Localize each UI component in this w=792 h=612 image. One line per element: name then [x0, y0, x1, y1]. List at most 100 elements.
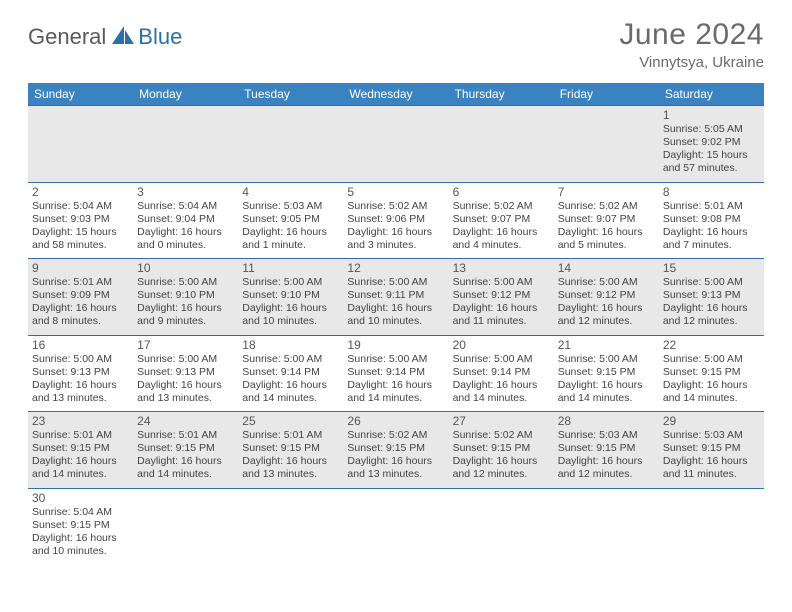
day-number: 1 — [663, 108, 760, 122]
day-info: Sunrise: 5:03 AMSunset: 9:15 PMDaylight:… — [663, 429, 760, 482]
calendar-week-row: 1Sunrise: 5:05 AMSunset: 9:02 PMDaylight… — [28, 106, 764, 183]
calendar-week-row: 16Sunrise: 5:00 AMSunset: 9:13 PMDayligh… — [28, 335, 764, 412]
day-info: Sunrise: 5:00 AMSunset: 9:13 PMDaylight:… — [32, 353, 129, 406]
calendar-day-cell: 3Sunrise: 5:04 AMSunset: 9:04 PMDaylight… — [133, 182, 238, 259]
calendar-empty-cell — [28, 106, 133, 183]
day-info: Sunrise: 5:01 AMSunset: 9:08 PMDaylight:… — [663, 200, 760, 253]
calendar-empty-cell — [343, 106, 448, 183]
calendar-empty-cell — [449, 488, 554, 564]
calendar-empty-cell — [343, 488, 448, 564]
weekday-header: Monday — [133, 83, 238, 106]
calendar-day-cell: 19Sunrise: 5:00 AMSunset: 9:14 PMDayligh… — [343, 335, 448, 412]
day-number: 24 — [137, 414, 234, 428]
day-info: Sunrise: 5:04 AMSunset: 9:04 PMDaylight:… — [137, 200, 234, 253]
day-info: Sunrise: 5:00 AMSunset: 9:11 PMDaylight:… — [347, 276, 444, 329]
day-info: Sunrise: 5:02 AMSunset: 9:15 PMDaylight:… — [453, 429, 550, 482]
day-number: 4 — [242, 185, 339, 199]
location-subtitle: Vinnytsya, Ukraine — [619, 54, 764, 71]
calendar-day-cell: 29Sunrise: 5:03 AMSunset: 9:15 PMDayligh… — [659, 412, 764, 489]
day-number: 11 — [242, 261, 339, 275]
day-number: 18 — [242, 338, 339, 352]
day-info: Sunrise: 5:02 AMSunset: 9:07 PMDaylight:… — [453, 200, 550, 253]
day-number: 25 — [242, 414, 339, 428]
title-block: June 2024 Vinnytsya, Ukraine — [619, 18, 764, 71]
calendar-empty-cell — [554, 488, 659, 564]
calendar-day-cell: 15Sunrise: 5:00 AMSunset: 9:13 PMDayligh… — [659, 259, 764, 336]
logo-text-general: General — [28, 24, 106, 50]
calendar-day-cell: 17Sunrise: 5:00 AMSunset: 9:13 PMDayligh… — [133, 335, 238, 412]
calendar-week-row: 9Sunrise: 5:01 AMSunset: 9:09 PMDaylight… — [28, 259, 764, 336]
weekday-header-row: SundayMondayTuesdayWednesdayThursdayFrid… — [28, 83, 764, 106]
weekday-header: Wednesday — [343, 83, 448, 106]
day-number: 8 — [663, 185, 760, 199]
calendar-empty-cell — [554, 106, 659, 183]
calendar-day-cell: 11Sunrise: 5:00 AMSunset: 9:10 PMDayligh… — [238, 259, 343, 336]
logo: General Blue — [28, 18, 182, 50]
page-header: General Blue June 2024 Vinnytsya, Ukrain… — [28, 18, 764, 71]
weekday-header: Sunday — [28, 83, 133, 106]
day-info: Sunrise: 5:00 AMSunset: 9:14 PMDaylight:… — [453, 353, 550, 406]
weekday-header: Friday — [554, 83, 659, 106]
calendar-table: SundayMondayTuesdayWednesdayThursdayFrid… — [28, 83, 764, 564]
calendar-day-cell: 25Sunrise: 5:01 AMSunset: 9:15 PMDayligh… — [238, 412, 343, 489]
day-info: Sunrise: 5:00 AMSunset: 9:15 PMDaylight:… — [663, 353, 760, 406]
day-number: 12 — [347, 261, 444, 275]
day-number: 30 — [32, 491, 129, 505]
day-info: Sunrise: 5:03 AMSunset: 9:15 PMDaylight:… — [558, 429, 655, 482]
day-info: Sunrise: 5:00 AMSunset: 9:14 PMDaylight:… — [347, 353, 444, 406]
weekday-header: Thursday — [449, 83, 554, 106]
calendar-day-cell: 7Sunrise: 5:02 AMSunset: 9:07 PMDaylight… — [554, 182, 659, 259]
calendar-empty-cell — [238, 488, 343, 564]
day-info: Sunrise: 5:01 AMSunset: 9:15 PMDaylight:… — [242, 429, 339, 482]
calendar-day-cell: 6Sunrise: 5:02 AMSunset: 9:07 PMDaylight… — [449, 182, 554, 259]
calendar-day-cell: 13Sunrise: 5:00 AMSunset: 9:12 PMDayligh… — [449, 259, 554, 336]
logo-text-blue: Blue — [138, 24, 182, 50]
calendar-week-row: 2Sunrise: 5:04 AMSunset: 9:03 PMDaylight… — [28, 182, 764, 259]
day-number: 27 — [453, 414, 550, 428]
day-number: 13 — [453, 261, 550, 275]
calendar-day-cell: 28Sunrise: 5:03 AMSunset: 9:15 PMDayligh… — [554, 412, 659, 489]
day-number: 3 — [137, 185, 234, 199]
day-info: Sunrise: 5:00 AMSunset: 9:12 PMDaylight:… — [558, 276, 655, 329]
day-info: Sunrise: 5:03 AMSunset: 9:05 PMDaylight:… — [242, 200, 339, 253]
day-number: 5 — [347, 185, 444, 199]
calendar-day-cell: 27Sunrise: 5:02 AMSunset: 9:15 PMDayligh… — [449, 412, 554, 489]
weekday-header: Tuesday — [238, 83, 343, 106]
calendar-week-row: 23 Sunrise: 5:01 AMSunset: 9:15 PMDayligh… — [28, 412, 764, 489]
calendar-day-cell: 1Sunrise: 5:05 AMSunset: 9:02 PMDaylight… — [659, 106, 764, 183]
calendar-day-cell: 26Sunrise: 5:02 AMSunset: 9:15 PMDayligh… — [343, 412, 448, 489]
day-number: 20 — [453, 338, 550, 352]
day-info: Sunrise: 5:04 AMSunset: 9:15 PMDaylight:… — [32, 506, 129, 559]
day-info: Sunrise: 5:02 AMSunset: 9:15 PMDaylight:… — [347, 429, 444, 482]
day-info: Sunrise: 5:02 AMSunset: 9:07 PMDaylight:… — [558, 200, 655, 253]
calendar-day-cell: 20Sunrise: 5:00 AMSunset: 9:14 PMDayligh… — [449, 335, 554, 412]
calendar-day-cell: 5Sunrise: 5:02 AMSunset: 9:06 PMDaylight… — [343, 182, 448, 259]
day-number: 2 — [32, 185, 129, 199]
day-number: 10 — [137, 261, 234, 275]
logo-sail-icon — [110, 24, 136, 46]
day-number: 23 — [32, 414, 129, 428]
calendar-day-cell: 14Sunrise: 5:00 AMSunset: 9:12 PMDayligh… — [554, 259, 659, 336]
day-number: 6 — [453, 185, 550, 199]
calendar-day-cell: 30Sunrise: 5:04 AMSunset: 9:15 PMDayligh… — [28, 488, 133, 564]
day-number: 21 — [558, 338, 655, 352]
calendar-day-cell: 18Sunrise: 5:00 AMSunset: 9:14 PMDayligh… — [238, 335, 343, 412]
calendar-empty-cell — [133, 488, 238, 564]
day-number: 7 — [558, 185, 655, 199]
calendar-empty-cell — [449, 106, 554, 183]
day-info: Sunrise: 5:04 AMSunset: 9:03 PMDaylight:… — [32, 200, 129, 253]
calendar-day-cell: 22Sunrise: 5:00 AMSunset: 9:15 PMDayligh… — [659, 335, 764, 412]
day-info: Sunrise: 5:00 AMSunset: 9:13 PMDaylight:… — [137, 353, 234, 406]
day-number: 15 — [663, 261, 760, 275]
day-info: Sunrise: 5:00 AMSunset: 9:10 PMDaylight:… — [242, 276, 339, 329]
day-info: Sunrise: 5:00 AMSunset: 9:14 PMDaylight:… — [242, 353, 339, 406]
weekday-header: Saturday — [659, 83, 764, 106]
calendar-day-cell: 4Sunrise: 5:03 AMSunset: 9:05 PMDaylight… — [238, 182, 343, 259]
calendar-day-cell: 8Sunrise: 5:01 AMSunset: 9:08 PMDaylight… — [659, 182, 764, 259]
day-info: Sunrise: 5:00 AMSunset: 9:10 PMDaylight:… — [137, 276, 234, 329]
calendar-day-cell: 21Sunrise: 5:00 AMSunset: 9:15 PMDayligh… — [554, 335, 659, 412]
day-info: Sunrise: 5:00 AMSunset: 9:13 PMDaylight:… — [663, 276, 760, 329]
calendar-day-cell: 10Sunrise: 5:00 AMSunset: 9:10 PMDayligh… — [133, 259, 238, 336]
calendar-day-cell: 23Sunrise: 5:01 AMSunset: 9:15 PMDayligh… — [28, 412, 133, 489]
month-title: June 2024 — [619, 18, 764, 52]
